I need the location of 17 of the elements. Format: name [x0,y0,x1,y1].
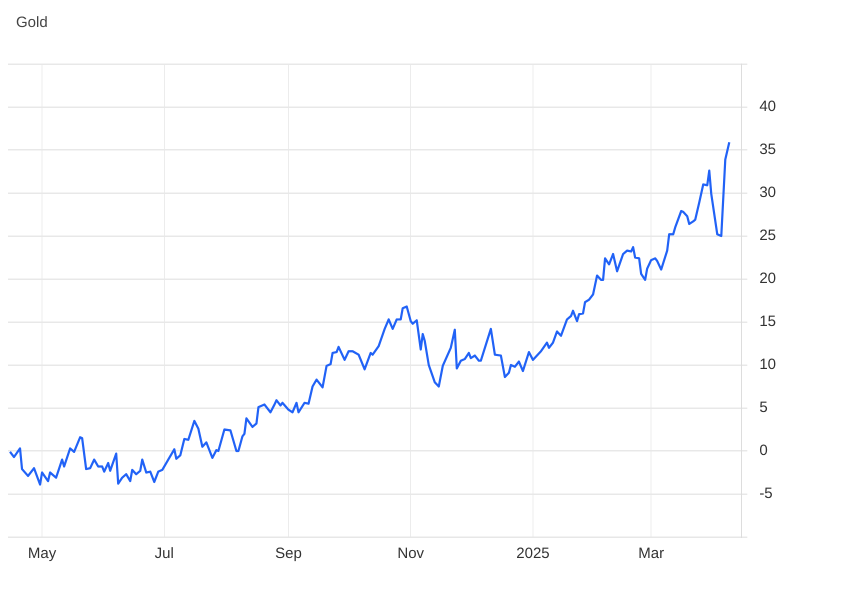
y-tick-label: 15 [759,313,776,330]
x-tick-label: May [28,545,57,562]
x-tick-label: Jul [154,545,174,562]
x-tick-label: Sep [275,545,302,562]
y-tick-label: -5 [759,485,773,502]
y-tick-label: 25 [759,227,776,244]
y-tick-label: 20 [759,270,776,288]
x-tick-label: 2025 [516,545,550,562]
chart-title: Gold [15,13,49,33]
y-tick-label: 5 [759,399,768,416]
x-tick-label: Mar [638,545,664,562]
x-tick-label: Nov [397,545,425,562]
y-tick-label: 40 [759,98,776,116]
y-tick-label: 35 [759,141,776,158]
y-tick-label: 10 [759,356,776,374]
y-tick-label: 30 [759,184,776,202]
y-tick-label: 0 [759,442,768,460]
